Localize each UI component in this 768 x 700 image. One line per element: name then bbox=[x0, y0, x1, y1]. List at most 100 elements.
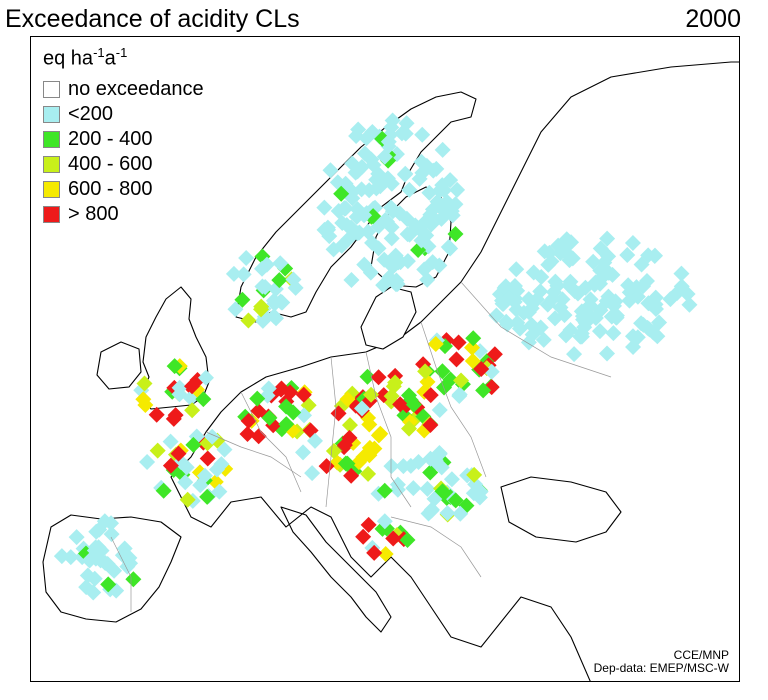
exceedance-cell bbox=[624, 234, 641, 251]
exceedance-cell bbox=[334, 215, 351, 232]
exceedance-cell bbox=[464, 352, 481, 369]
exceedance-cell bbox=[385, 530, 402, 547]
exceedance-cell bbox=[363, 151, 380, 168]
exceedance-cell bbox=[240, 312, 257, 329]
exceedance-cell bbox=[372, 425, 389, 442]
exceedance-cell bbox=[619, 247, 636, 264]
exceedance-cell bbox=[416, 214, 433, 231]
exceedance-cell bbox=[364, 123, 381, 140]
exceedance-cell bbox=[86, 542, 103, 559]
exceedance-cell bbox=[139, 453, 156, 470]
exceedance-cell bbox=[393, 125, 410, 142]
exceedance-cell bbox=[330, 405, 347, 422]
legend-item-gt800: > 800 bbox=[43, 202, 204, 227]
exceedance-cell bbox=[414, 126, 431, 143]
exceedance-cell bbox=[642, 295, 659, 312]
exceedance-cell bbox=[399, 226, 416, 243]
exceedance-cell bbox=[383, 230, 400, 247]
exceedance-cell bbox=[349, 225, 366, 242]
exceedance-cell bbox=[569, 285, 586, 302]
exceedance-cell bbox=[488, 307, 505, 324]
exceedance-cell bbox=[384, 112, 401, 129]
exceedance-cell bbox=[376, 513, 393, 530]
exceedance-cell bbox=[452, 505, 469, 522]
exceedance-cell bbox=[401, 420, 418, 437]
exceedance-cell bbox=[216, 441, 233, 458]
exceedance-cell bbox=[376, 251, 393, 268]
exceedance-cell bbox=[443, 471, 460, 488]
exceedance-cell bbox=[532, 319, 549, 336]
baltic-sea-outline bbox=[360, 286, 417, 350]
exceedance-cell bbox=[119, 558, 136, 575]
exceedance-cell bbox=[625, 338, 642, 355]
exceedance-cell bbox=[171, 386, 188, 403]
exceedance-cell bbox=[585, 253, 602, 270]
exceedance-cell bbox=[339, 391, 356, 408]
credit-line-2: Dep-data: EMEP/MSC-W bbox=[593, 661, 729, 675]
exceedance-cell bbox=[398, 115, 415, 132]
map-year: 2000 bbox=[685, 5, 741, 33]
exceedance-cell bbox=[103, 526, 120, 543]
exceedance-cell bbox=[227, 301, 244, 318]
exceedance-cell bbox=[591, 323, 608, 340]
exceedance-cell bbox=[605, 325, 622, 342]
exceedance-cell bbox=[165, 410, 182, 427]
legend-swatch bbox=[43, 180, 60, 198]
exceedance-cell bbox=[209, 461, 226, 478]
exceedance-cell bbox=[387, 247, 404, 264]
exceedance-cell bbox=[370, 369, 387, 386]
exceedance-cell bbox=[498, 313, 515, 330]
exceedance-cell bbox=[238, 250, 255, 267]
exceedance-cell bbox=[177, 474, 194, 491]
credit-line-1: CCE/MNP bbox=[673, 648, 729, 662]
exceedance-cell bbox=[353, 158, 370, 175]
exceedance-cell bbox=[390, 254, 407, 271]
exceedance-cell bbox=[586, 276, 603, 293]
exceedance-cell bbox=[359, 368, 376, 385]
exceedance-cell bbox=[383, 219, 400, 236]
exceedance-cell bbox=[62, 549, 79, 566]
map-frame: eq ha-1a-1 no exceedance <200 200 - 400 … bbox=[30, 36, 740, 682]
exceedance-cell bbox=[199, 488, 216, 505]
exceedance-cell bbox=[341, 417, 358, 434]
exceedance-cell bbox=[383, 388, 400, 405]
exceedance-cell bbox=[563, 234, 580, 251]
exceedance-cell bbox=[592, 240, 609, 257]
exceedance-cell bbox=[475, 382, 492, 399]
exceedance-cell bbox=[540, 256, 557, 273]
exceedance-cell bbox=[419, 480, 436, 497]
exceedance-cell bbox=[495, 295, 512, 312]
exceedance-cell bbox=[166, 358, 183, 375]
exceedance-cell bbox=[447, 196, 464, 213]
exceedance-cell bbox=[574, 308, 591, 325]
exceedance-cell bbox=[285, 271, 302, 288]
exceedance-cell bbox=[254, 260, 271, 277]
exceedance-cell bbox=[444, 207, 461, 224]
exceedance-cell bbox=[307, 432, 324, 449]
exceedance-cell bbox=[240, 412, 257, 429]
exceedance-cell bbox=[547, 273, 564, 290]
exceedance-cell bbox=[554, 291, 571, 308]
exceedance-cell bbox=[325, 442, 342, 459]
exceedance-cell bbox=[348, 208, 365, 225]
exceedance-cell bbox=[316, 199, 333, 216]
exceedance-cell bbox=[319, 219, 336, 236]
exceedance-cell bbox=[535, 331, 552, 348]
exceedance-cell bbox=[449, 181, 466, 198]
exceedance-cell bbox=[325, 241, 342, 258]
exceedance-cell bbox=[550, 237, 567, 254]
legend-swatch bbox=[43, 80, 60, 98]
exceedance-cell bbox=[646, 247, 663, 264]
legend-swatch bbox=[43, 130, 60, 148]
exceedance-cell bbox=[295, 386, 312, 403]
scandinavia-outline bbox=[235, 91, 477, 323]
exceedance-cell bbox=[536, 243, 553, 260]
exceedance-cell bbox=[199, 450, 216, 467]
exceedance-cell bbox=[170, 445, 187, 462]
exceedance-cell bbox=[506, 293, 523, 310]
exceedance-cell bbox=[681, 296, 698, 313]
exceedance-cell bbox=[392, 396, 409, 413]
exceedance-cell bbox=[472, 483, 489, 500]
credits: CCE/MNP Dep-data: EMEP/MSC-W bbox=[594, 649, 729, 675]
exceedance-cell bbox=[125, 571, 142, 588]
